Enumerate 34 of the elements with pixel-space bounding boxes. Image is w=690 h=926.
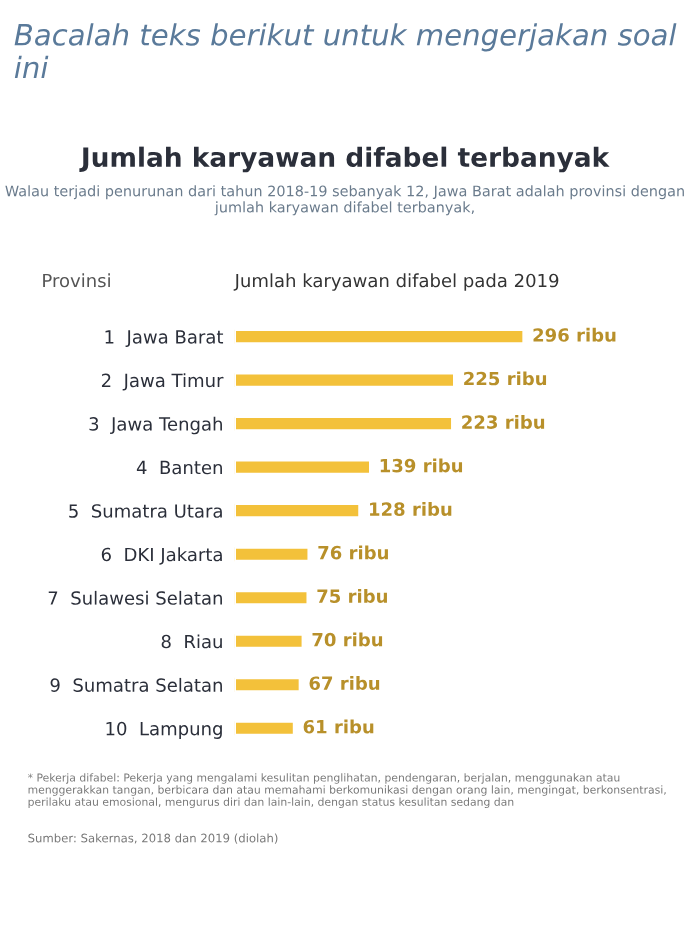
data-label: 128 ribu xyxy=(370,501,452,516)
bar xyxy=(234,589,310,607)
y-tick-label: 3 Jawa Tengah xyxy=(89,416,222,435)
y-tick-label: 5 Sumatra Utara xyxy=(69,504,222,518)
data-label: 225 ribu xyxy=(464,371,547,386)
data-label: 223 ribu xyxy=(462,414,545,429)
bar xyxy=(234,371,456,389)
data-label: 67 ribu xyxy=(309,676,380,691)
data-label: 296 ribu xyxy=(533,327,616,342)
data-label: 75 ribu xyxy=(317,589,387,603)
y-tick-label: 4 Banten xyxy=(136,460,222,475)
bar xyxy=(234,719,296,737)
x-axis-title: Jumlah karyawan difabel pada 2019 xyxy=(233,273,559,291)
data-label: 139 ribu xyxy=(380,458,463,473)
data-label: 76 ribu xyxy=(318,545,388,560)
bar xyxy=(234,632,305,650)
y-tick-label: 8 Riau xyxy=(161,634,222,649)
y-tick-label: 6 DKI Jakarta xyxy=(101,547,222,565)
chart-title: Jumlah karyawan difabel terbanyak xyxy=(79,146,610,173)
bar xyxy=(234,545,311,563)
y-tick-label: 1 Jawa Barat xyxy=(105,330,224,348)
y-tick-label: 2 Jawa Timur xyxy=(101,373,224,391)
data-label: 70 ribu xyxy=(312,632,383,647)
y-tick-label: 10 Lampung xyxy=(106,721,222,739)
bar xyxy=(234,415,454,432)
bar xyxy=(234,328,526,345)
text: Bacalah teks berikut untuk mengerjakan soal ini xyxy=(14,23,677,78)
bar xyxy=(234,676,302,694)
bar xyxy=(234,502,362,520)
y-tick-label: 7 Sulawesi Selatan xyxy=(48,590,222,605)
data-label: 61 ribu xyxy=(303,719,374,734)
bar xyxy=(234,458,372,476)
y-axis-title: Provinsi xyxy=(43,273,110,288)
y-tick-label: 9 Sumatra Selatan xyxy=(50,677,222,692)
